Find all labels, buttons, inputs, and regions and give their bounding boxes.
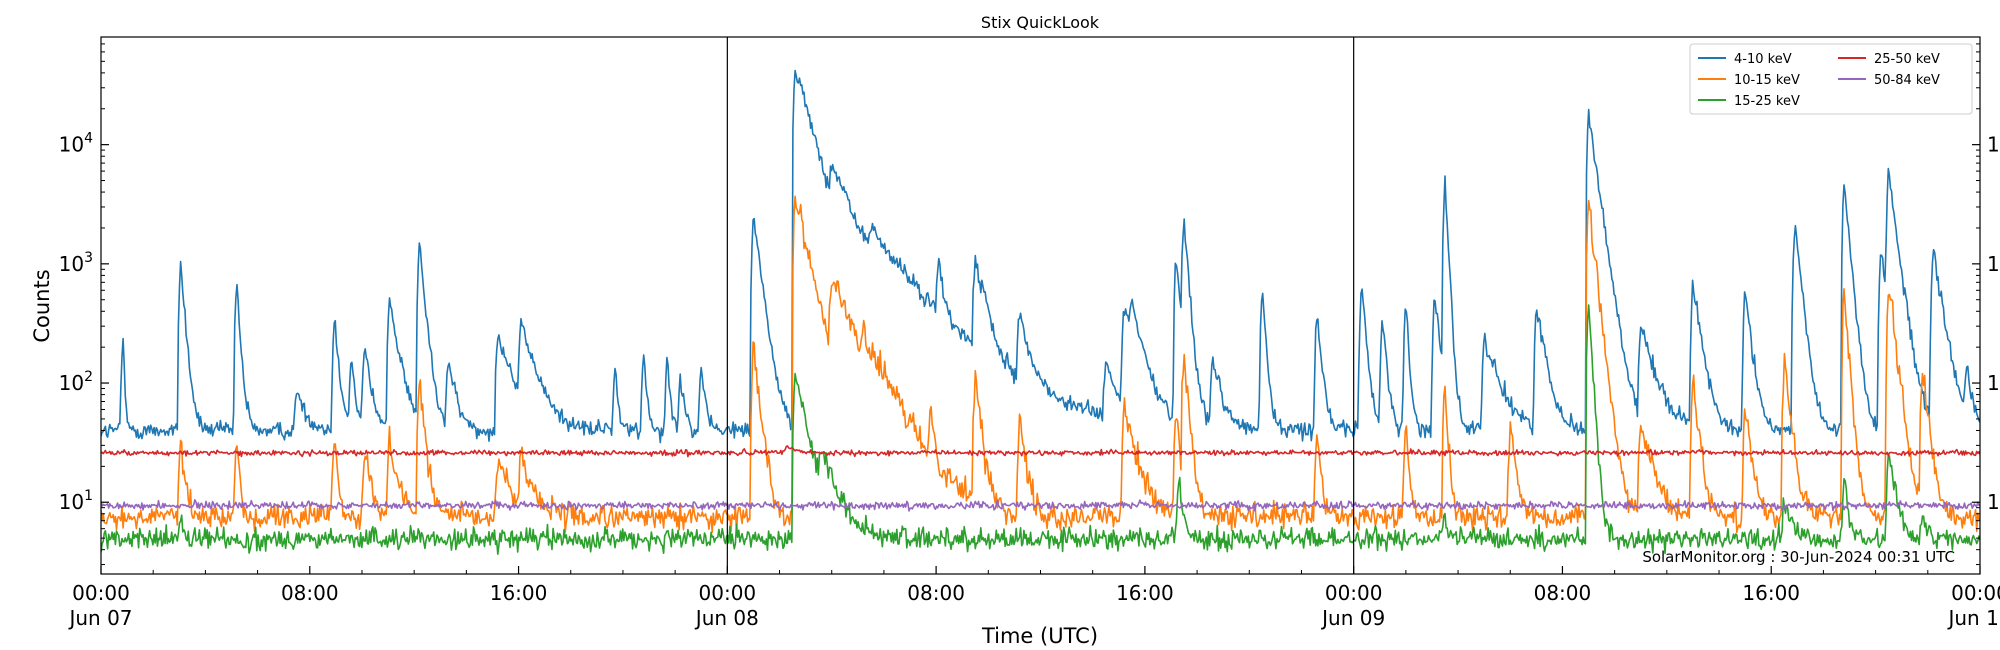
series-layer: [101, 69, 1980, 555]
x-tick-date-label: Jun 07: [67, 606, 132, 630]
x-tick-date-label: Jun 10: [1946, 606, 2000, 630]
legend-label: 15-25 keV: [1734, 94, 1800, 109]
x-tick-label: 00:00: [1951, 581, 2000, 605]
series-line-15-25-kev: [101, 304, 1980, 555]
x-tick-label: 00:00: [1325, 581, 1383, 605]
x-tick-date-label: Jun 09: [1320, 606, 1385, 630]
x-axis-label: Time (UTC): [981, 624, 1098, 648]
x-tick-label: 16:00: [1116, 581, 1174, 605]
x-tick-label: 08:00: [1534, 581, 1592, 605]
x-tick-label: 16:00: [1742, 581, 1800, 605]
y-tick-label: 101: [59, 488, 93, 514]
legend-label: 4-10 keV: [1734, 52, 1792, 67]
series-line-50-84-kev: [101, 499, 1980, 512]
legend-label: 50-84 keV: [1874, 73, 1940, 88]
y-tick-label-right: 101: [1987, 488, 2000, 514]
day-divider-layer: [726, 37, 1355, 574]
legend-box: [1689, 43, 1973, 115]
y-tick-label: 102: [59, 369, 93, 395]
plot-frame: [100, 36, 1981, 575]
y-tick-label: 104: [59, 131, 93, 157]
x-tick-label: 16:00: [490, 581, 548, 605]
y-axis: 101 101 102 102 103 103 104 104: [59, 36, 2000, 566]
legend-label: 25-50 keV: [1874, 52, 1940, 67]
y-tick-label-right: 104: [1987, 131, 2000, 157]
series-line-10-15-kev: [101, 195, 1980, 534]
chart-title: Stix QuickLook: [981, 13, 1100, 32]
series-line-25-50-kev: [101, 445, 1980, 458]
legend-label: 10-15 keV: [1734, 73, 1800, 88]
series-line-4-10-kev: [101, 69, 1980, 444]
x-tick-label: 08:00: [907, 581, 965, 605]
x-tick-label: 00:00: [699, 581, 757, 605]
x-tick-date-label: Jun 08: [694, 606, 759, 630]
y-tick-label: 103: [59, 250, 93, 276]
y-tick-label-right: 103: [1987, 250, 2000, 276]
x-tick-label: 08:00: [281, 581, 339, 605]
y-tick-label-right: 102: [1987, 369, 2000, 395]
x-tick-label: 00:00: [72, 581, 130, 605]
credit-text: SolarMonitor.org : 30-Jun-2024 00:31 UTC: [1642, 548, 1955, 566]
y-axis-label: Counts: [30, 269, 54, 342]
legend: 4-10 keV 10-15 keV 15-25 keV 25-50 keV 50-84…: [1689, 43, 1973, 115]
